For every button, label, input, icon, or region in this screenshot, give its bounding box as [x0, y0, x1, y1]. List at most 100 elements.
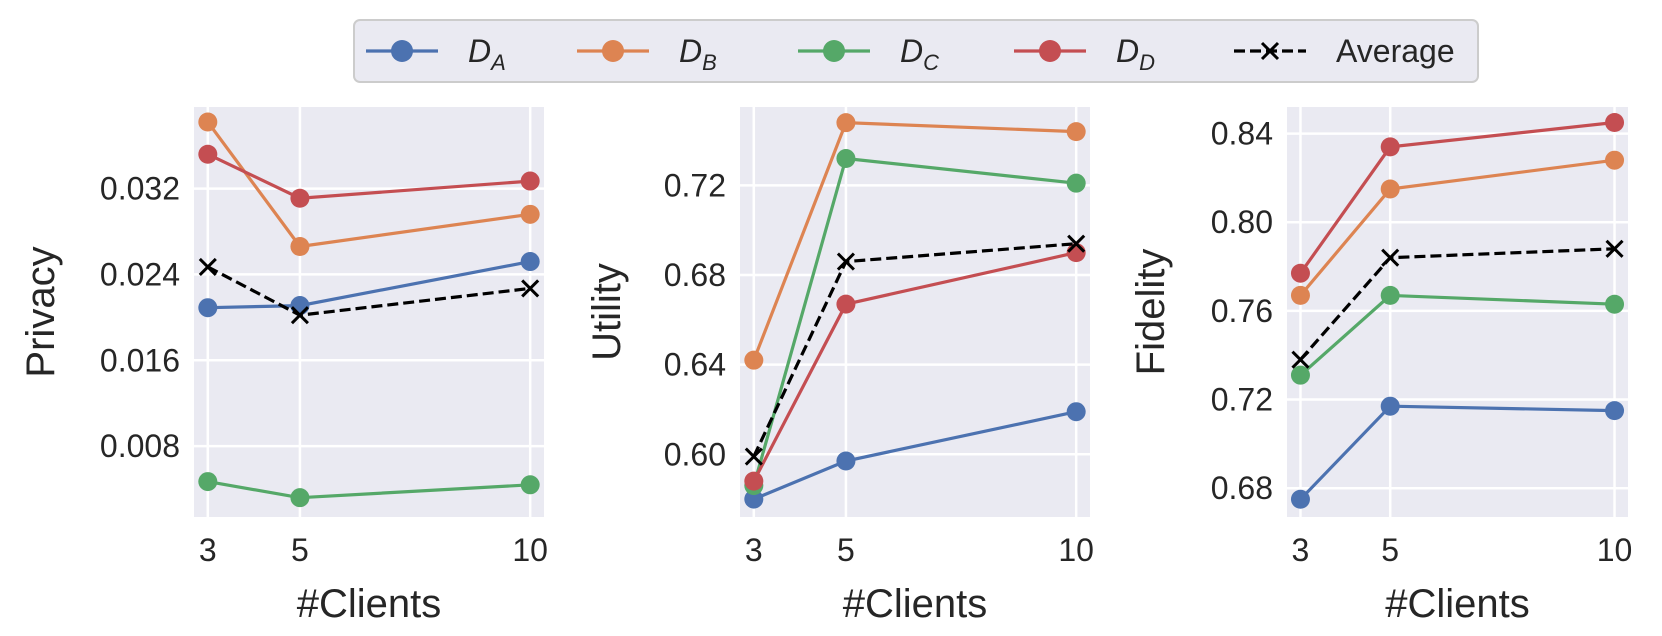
y-tick-label: 0.032: [100, 171, 180, 207]
series-d-d: [198, 144, 540, 208]
legend-label-main: D: [900, 33, 923, 69]
data-point-average: [744, 447, 763, 466]
y-tick-label: 0.72: [664, 167, 726, 203]
data-point-d-c: [1380, 285, 1400, 305]
data-point-d-a: [520, 252, 540, 272]
legend-label: Average: [1336, 33, 1455, 69]
data-point-d-d: [198, 144, 218, 164]
data-point-d-a: [1066, 402, 1086, 422]
series-d-a: [744, 402, 1086, 509]
data-point-d-c: [1290, 365, 1310, 385]
panel-privacy: 0.008 0.016 0.024 0.032 3 5 10 #Clients Privacy: [19, 107, 548, 626]
y-axis-label: Privacy: [19, 246, 63, 377]
x-tick-label: 3: [745, 532, 763, 568]
legend-item-average: Average: [1234, 33, 1455, 69]
data-point-average: [1381, 248, 1400, 267]
data-point-d-d: [836, 294, 856, 314]
data-point-d-d: [744, 471, 764, 491]
data-point-d-a: [836, 451, 856, 471]
y-tick-label: 0.008: [100, 428, 180, 464]
x-axis-label: #Clients: [843, 582, 988, 626]
data-point-average: [1291, 350, 1310, 369]
legend-x-marker: [1260, 41, 1280, 61]
legend-circle-marker: [391, 40, 413, 62]
legend-circle-marker: [823, 40, 845, 62]
legend-label: DD: [1116, 33, 1155, 75]
data-point-d-d: [290, 188, 310, 208]
data-point-d-c: [1066, 173, 1086, 193]
x-tick-label: 3: [1292, 532, 1310, 568]
data-point-d-a: [198, 298, 218, 318]
data-point-d-c: [836, 149, 856, 169]
y-tick-label: 0.72: [1211, 382, 1273, 418]
data-point-d-b: [744, 350, 764, 370]
legend-label-main: D: [468, 33, 491, 69]
data-point-average: [290, 306, 309, 325]
data-point-d-a: [1290, 489, 1310, 509]
data-point-d-b: [520, 204, 540, 224]
legend-item-d-a: DA: [366, 33, 506, 75]
y-tick-label: 0.68: [1211, 470, 1273, 506]
x-tick-label: 5: [291, 532, 309, 568]
legend-item-d-b: DB: [577, 33, 717, 75]
y-tick-label: 0.60: [664, 436, 726, 472]
data-point-d-b: [1380, 179, 1400, 199]
series-d-c: [198, 472, 540, 508]
data-point-d-d: [1066, 243, 1086, 263]
series-d-b: [1290, 150, 1625, 305]
legend-circle-marker: [602, 40, 624, 62]
data-point-average: [521, 279, 540, 298]
legend-label-sub: A: [489, 50, 506, 75]
data-point-d-c: [520, 475, 540, 495]
plot-area: [740, 107, 1090, 517]
panel-utility: 0.60 0.64 0.68 0.72 3 5 10 #Clients Utility: [585, 107, 1094, 626]
panel-fidelity: 0.68 0.72 0.76 0.80 0.84 3 5 10 #Clients Fidelity: [1129, 107, 1632, 626]
data-point-d-b: [290, 237, 310, 257]
data-point-d-b: [1605, 150, 1625, 170]
series-d-a: [1290, 396, 1625, 509]
y-tick-label: 0.84: [1211, 116, 1273, 152]
legend-label-sub: D: [1139, 50, 1155, 75]
data-point-d-a: [744, 489, 764, 509]
legend-label-main: D: [679, 33, 702, 69]
plot-area: [194, 107, 544, 517]
legend-frame: [353, 19, 1479, 83]
data-point-average: [1067, 234, 1086, 253]
data-point-d-c: [290, 488, 310, 508]
data-point-average: [1605, 239, 1624, 258]
series-average: [198, 257, 540, 325]
series-average: [744, 234, 1086, 466]
y-axis-label: Fidelity: [1129, 249, 1173, 376]
data-point-d-a: [1605, 401, 1625, 421]
x-axis-label: #Clients: [297, 582, 442, 626]
data-point-d-b: [1290, 285, 1310, 305]
legend-circle-marker: [1039, 40, 1061, 62]
data-point-d-c: [198, 472, 218, 492]
legend-label: DC: [900, 33, 939, 75]
data-point-d-d: [1290, 263, 1310, 283]
x-tick-label: 10: [1597, 532, 1633, 568]
y-tick-label: 0.64: [664, 347, 726, 383]
legend-label-sub: C: [923, 50, 939, 75]
legend-label-main: D: [1116, 33, 1139, 69]
y-axis-label: Utility: [585, 263, 629, 361]
y-tick-label: 0.76: [1211, 293, 1273, 329]
data-point-d-b: [198, 112, 218, 132]
y-tick-label: 0.016: [100, 342, 180, 378]
series-d-d: [1290, 113, 1625, 283]
legend-label: DA: [468, 33, 506, 75]
x-tick-label: 10: [512, 532, 548, 568]
legend-item-d-d: DD: [1014, 33, 1155, 75]
legend-item-d-c: DC: [798, 33, 939, 75]
data-point-d-c: [1605, 294, 1625, 314]
y-tick-label: 0.68: [664, 257, 726, 293]
series-d-a: [198, 252, 540, 318]
series-d-c: [1290, 285, 1625, 385]
x-tick-label: 10: [1058, 532, 1094, 568]
data-point-d-a: [1380, 396, 1400, 416]
y-tick-label: 0.80: [1211, 204, 1273, 240]
legend-label-main: Average: [1336, 33, 1455, 69]
series-d-b: [198, 112, 540, 257]
